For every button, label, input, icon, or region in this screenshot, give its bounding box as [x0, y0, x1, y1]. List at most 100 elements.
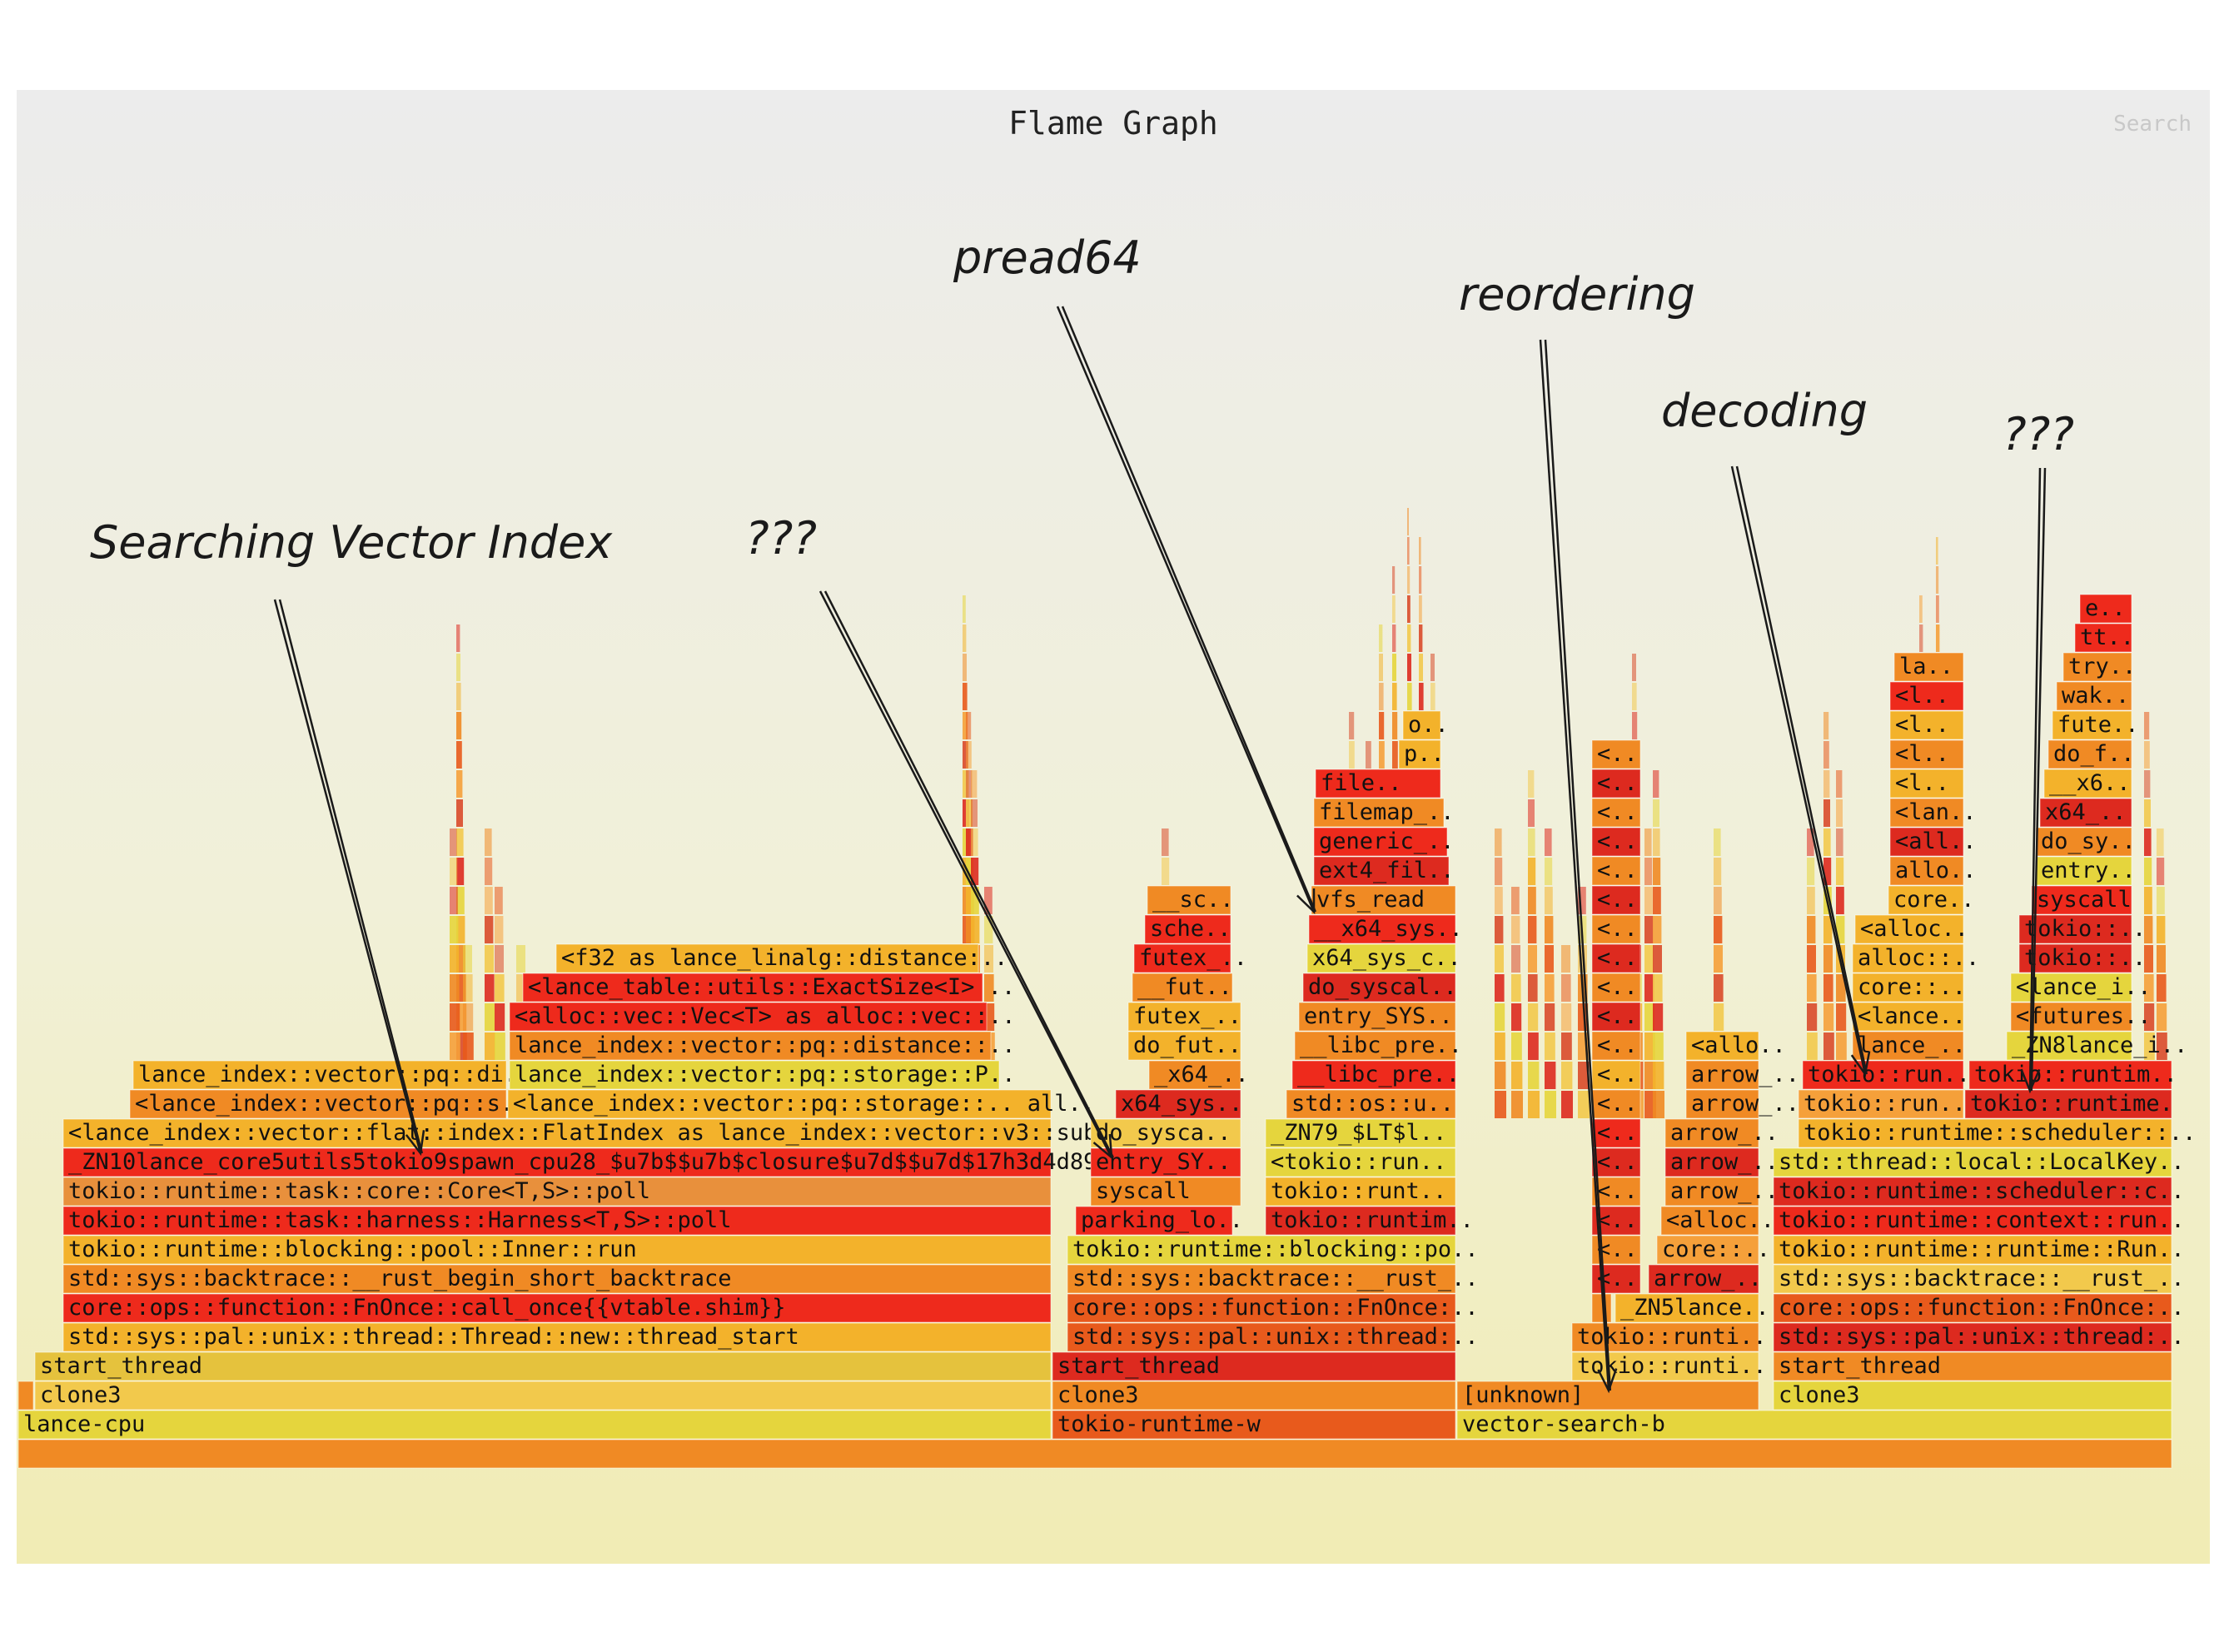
frame-rect[interactable]	[1133, 943, 1231, 973]
flame-frame[interactable]: __fut..	[1132, 973, 1233, 1003]
spike-frame[interactable]	[971, 858, 979, 885]
frame-rect[interactable]	[1265, 1118, 1456, 1148]
spike-frame[interactable]	[1578, 1091, 1590, 1118]
frame-rect[interactable]	[2043, 769, 2132, 799]
spike-frame[interactable]	[1653, 1003, 1664, 1031]
flame-frame[interactable]: clone3	[34, 1381, 1052, 1411]
spike-frame[interactable]	[463, 974, 473, 1002]
frame-rect[interactable]	[1294, 1031, 1456, 1061]
flame-frame[interactable]: file..	[1315, 769, 1441, 799]
spike-frame[interactable]	[1807, 1003, 1818, 1031]
spike-frame[interactable]	[1545, 916, 1554, 943]
flame-frame[interactable]: <..	[1591, 1031, 1641, 1061]
frame-rect[interactable]	[1090, 1118, 1241, 1148]
spike-frame[interactable]	[1714, 1003, 1724, 1031]
flame-frame[interactable]: <..	[1591, 885, 1641, 915]
frame-rect[interactable]	[1648, 1264, 1759, 1294]
flame-frame[interactable]: futex_..	[1127, 1002, 1241, 1032]
frame-rect[interactable]	[1773, 1322, 2172, 1352]
spike-frame[interactable]	[2144, 916, 2153, 943]
frame-rect[interactable]	[1067, 1235, 1456, 1265]
spike-frame[interactable]	[1823, 916, 1833, 943]
flame-frame[interactable]: std::os::u..	[1286, 1089, 1456, 1119]
flame-frame[interactable]: start_thread	[34, 1351, 1052, 1381]
frame-rect[interactable]	[17, 1439, 2172, 1469]
spike-frame[interactable]	[1349, 712, 1355, 739]
spike-frame[interactable]	[1578, 945, 1587, 973]
flame-frame[interactable]: do_sysca..	[1090, 1118, 1241, 1148]
flame-frame[interactable]: clone3	[1052, 1381, 1456, 1411]
frame-rect[interactable]	[1889, 769, 1964, 799]
spike-frame[interactable]	[1528, 770, 1535, 798]
spike-frame[interactable]	[1545, 945, 1554, 973]
spike-frame[interactable]	[1578, 1032, 1589, 1060]
spike-frame[interactable]	[450, 858, 458, 885]
frame-rect[interactable]	[1964, 1089, 2172, 1119]
spike-frame[interactable]	[2157, 974, 2167, 1002]
flame-frame[interactable]: core::ops::function::FnOnce::call_once{{…	[62, 1293, 1052, 1323]
spike-frame[interactable]	[2144, 741, 2150, 769]
flame-frame[interactable]: sche..	[1144, 914, 1231, 944]
frame-rect[interactable]	[1144, 914, 1231, 944]
flame-frame[interactable]: syscall	[1090, 1177, 1241, 1207]
flame-frame[interactable]: <lance..	[1852, 1002, 1966, 1032]
flame-frame[interactable]: e..	[2079, 594, 2132, 624]
spike-frame[interactable]	[1936, 624, 1940, 652]
frame-rect[interactable]	[1773, 1177, 2172, 1207]
spike-frame[interactable]	[1823, 858, 1832, 885]
flame-frame[interactable]: start_thread	[1052, 1351, 1456, 1381]
flame-frame[interactable]: <..	[1591, 769, 1641, 799]
spike-frame[interactable]	[463, 945, 472, 973]
spike-frame[interactable]	[456, 654, 460, 681]
spike-frame[interactable]	[1392, 595, 1396, 623]
spike-frame[interactable]	[971, 916, 980, 943]
frame-rect[interactable]	[1265, 1147, 1456, 1177]
flame-frame[interactable]	[17, 1381, 34, 1411]
spike-frame[interactable]	[1714, 974, 1724, 1002]
spike-frame[interactable]	[1807, 916, 1816, 943]
spike-frame[interactable]	[456, 974, 466, 1002]
flame-frame[interactable]: tokio::runti..	[1571, 1322, 1767, 1352]
spike-frame[interactable]	[2157, 858, 2165, 885]
flame-frame[interactable]: core::..	[1852, 973, 1966, 1003]
spike-frame[interactable]	[1379, 741, 1385, 769]
spike-frame[interactable]	[1545, 1003, 1555, 1031]
flame-frame[interactable]: <..	[1591, 1235, 1641, 1265]
spike-frame[interactable]	[1419, 537, 1421, 565]
frame-rect[interactable]	[1889, 710, 1964, 740]
frame-rect[interactable]	[1075, 1206, 1233, 1236]
frame-rect[interactable]	[2074, 623, 2132, 653]
spike-frame[interactable]	[1936, 595, 1939, 623]
spike-frame[interactable]	[1644, 828, 1652, 856]
flame-frame[interactable]: x64_..	[2039, 798, 2132, 828]
frame-rect[interactable]	[1067, 1293, 1456, 1323]
spike-frame[interactable]	[1807, 974, 1817, 1002]
search-button[interactable]: Search	[2113, 112, 2192, 137]
flame-frame[interactable]: _ZN5lance..	[1615, 1293, 1769, 1323]
frame-rect[interactable]	[1115, 1089, 1241, 1119]
flame-frame[interactable]: do_syscal..	[1302, 973, 1457, 1003]
flame-frame[interactable]: <lance_table::utils::ExactSize<I> ..	[522, 973, 1015, 1003]
spike-frame[interactable]	[1528, 945, 1537, 973]
flame-frame[interactable]: tokio::runtime::runtime::Run..	[1773, 1235, 2185, 1265]
spike-frame[interactable]	[450, 1032, 460, 1060]
spike-frame[interactable]	[516, 974, 526, 1002]
spike-frame[interactable]	[2144, 887, 2152, 914]
frame-rect[interactable]	[62, 1235, 1052, 1265]
spike-frame[interactable]	[450, 1003, 460, 1031]
spike-frame[interactable]	[1823, 828, 1831, 856]
spike-frame[interactable]	[1807, 887, 1815, 914]
flame-frame[interactable]: <alloc..	[1660, 1206, 1774, 1236]
spike-frame[interactable]	[1495, 1003, 1505, 1031]
frame-rect[interactable]	[1854, 914, 1964, 944]
spike-frame[interactable]	[1919, 595, 1923, 623]
spike-frame[interactable]	[1528, 1062, 1540, 1089]
flame-frame[interactable]: lance_index::vector::pq::distance::..	[509, 1031, 1015, 1061]
spike-frame[interactable]	[1653, 828, 1660, 856]
spike-frame[interactable]	[963, 654, 967, 681]
flame-frame[interactable]: _ZN8lance_i..	[2006, 1031, 2187, 1061]
spike-frame[interactable]	[2157, 945, 2166, 973]
flame-frame[interactable]: allo..	[1889, 856, 1977, 886]
flame-frame[interactable]: generic_..	[1313, 827, 1455, 857]
flame-frame[interactable]: <..	[1591, 1002, 1641, 1032]
